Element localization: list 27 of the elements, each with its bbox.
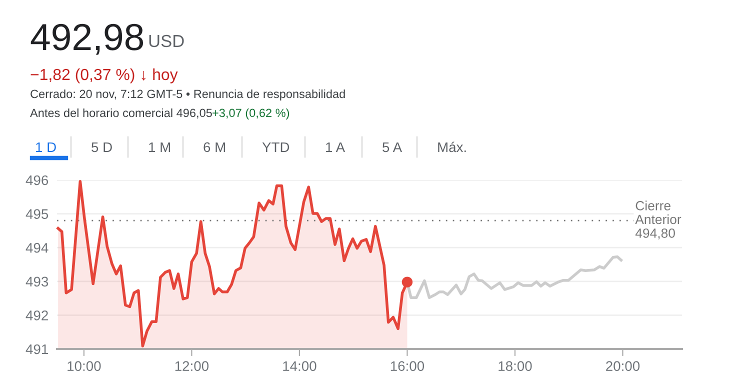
y-tick-label: 494 — [26, 242, 48, 253]
text: USD — [149, 34, 184, 48]
x-tick-label: 18:00 — [498, 361, 532, 372]
x-tick-label: 14:00 — [283, 361, 316, 372]
x-tick-label: 10:00 — [68, 361, 101, 372]
x-tick-label: 20:00 — [606, 361, 640, 372]
x-tick-label: 16:00 — [390, 361, 424, 372]
text: YTD — [262, 142, 290, 152]
text: Máx. — [438, 142, 466, 152]
chart-title: 492,98 — [30, 24, 144, 55]
text: 5 A — [382, 142, 402, 152]
y-tick-label: 496 — [26, 175, 48, 186]
y-tick-label: 495 — [26, 209, 48, 219]
text: 1 M — [149, 142, 170, 152]
text: Cerrado: 20 nov, 7:12 GMT-5 • Renuncia de responsabilidad — [30, 89, 345, 100]
y-tick-label: 491 — [26, 344, 48, 354]
text: +3,07 (0,62 %) — [212, 108, 290, 120]
text: 5 D — [92, 142, 112, 152]
ref-line-label: Cierre Anterior 494,80 — [635, 200, 682, 240]
y-tick-label: 492 — [26, 310, 48, 320]
text: 1 D — [36, 142, 56, 152]
text: −1,82 (0,37 %) ↓ hoy — [30, 68, 178, 84]
text: 6 M — [204, 142, 226, 152]
x-tick-label: 12:00 — [175, 361, 209, 372]
text: 1 A — [326, 142, 346, 152]
text: Antes del horario comercial 496,05 — [30, 108, 212, 119]
y-tick-label: 493 — [26, 276, 48, 287]
